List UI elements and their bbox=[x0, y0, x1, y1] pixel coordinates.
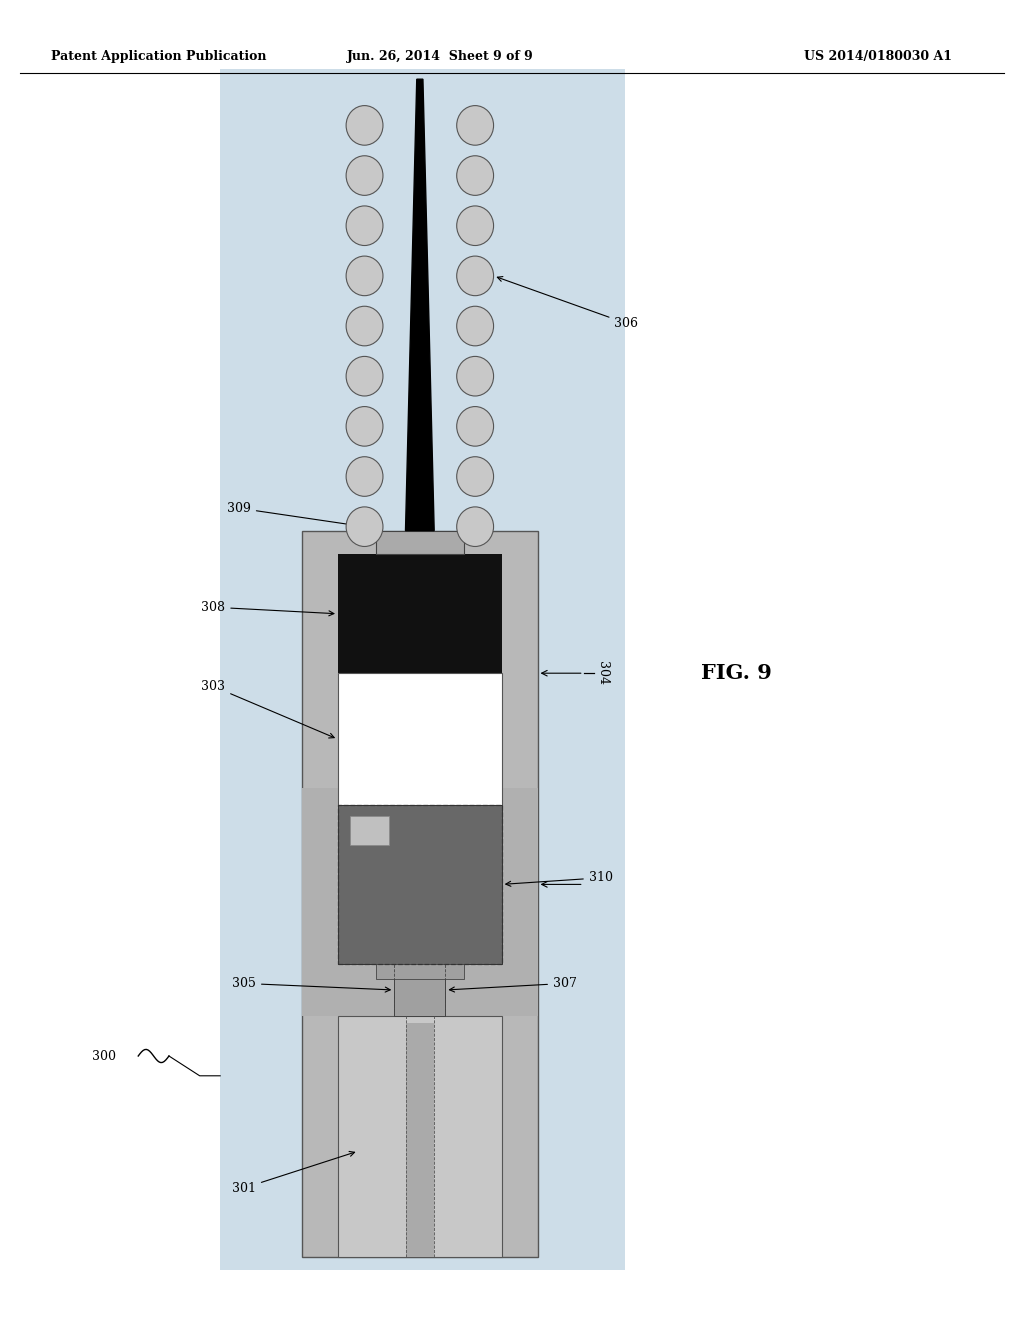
Ellipse shape bbox=[346, 407, 383, 446]
Polygon shape bbox=[406, 79, 434, 531]
Ellipse shape bbox=[457, 106, 494, 145]
Bar bbox=[376, 964, 464, 979]
Ellipse shape bbox=[346, 356, 383, 396]
Text: US 2014/0180030 A1: US 2014/0180030 A1 bbox=[804, 50, 952, 63]
Text: 310: 310 bbox=[506, 871, 612, 886]
Text: 304: 304 bbox=[596, 661, 609, 685]
Ellipse shape bbox=[346, 156, 383, 195]
Ellipse shape bbox=[346, 507, 383, 546]
Ellipse shape bbox=[457, 156, 494, 195]
Bar bbox=[338, 805, 502, 964]
Ellipse shape bbox=[457, 407, 494, 446]
Text: 309: 309 bbox=[227, 502, 360, 528]
Ellipse shape bbox=[346, 106, 383, 145]
Bar bbox=[338, 673, 502, 805]
Bar bbox=[406, 1023, 434, 1257]
Ellipse shape bbox=[457, 356, 494, 396]
Bar bbox=[302, 788, 538, 979]
Bar bbox=[350, 816, 389, 845]
Text: FIG. 9: FIG. 9 bbox=[701, 663, 772, 684]
Ellipse shape bbox=[346, 457, 383, 496]
Bar bbox=[376, 531, 464, 554]
Text: 305: 305 bbox=[232, 977, 390, 993]
Text: 307: 307 bbox=[450, 977, 577, 993]
Ellipse shape bbox=[346, 206, 383, 246]
Bar bbox=[220, 69, 625, 1270]
Ellipse shape bbox=[346, 306, 383, 346]
Bar bbox=[302, 964, 538, 1016]
Text: Jun. 26, 2014  Sheet 9 of 9: Jun. 26, 2014 Sheet 9 of 9 bbox=[347, 50, 534, 63]
Ellipse shape bbox=[346, 256, 383, 296]
Bar bbox=[394, 964, 445, 1016]
Text: 300: 300 bbox=[92, 1049, 116, 1063]
Ellipse shape bbox=[457, 206, 494, 246]
Ellipse shape bbox=[457, 457, 494, 496]
Ellipse shape bbox=[457, 507, 494, 546]
Bar bbox=[338, 1016, 502, 1257]
Bar bbox=[338, 554, 502, 673]
Text: Patent Application Publication: Patent Application Publication bbox=[51, 50, 266, 63]
Bar bbox=[338, 805, 502, 964]
Bar bbox=[302, 531, 538, 1257]
Text: 301: 301 bbox=[232, 1151, 354, 1195]
Text: 306: 306 bbox=[498, 277, 638, 330]
Text: 303: 303 bbox=[202, 680, 334, 738]
Text: 308: 308 bbox=[202, 601, 334, 616]
Ellipse shape bbox=[457, 256, 494, 296]
Ellipse shape bbox=[457, 306, 494, 346]
